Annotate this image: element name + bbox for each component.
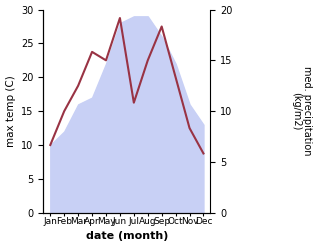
Y-axis label: max temp (C): max temp (C) bbox=[5, 75, 16, 147]
Y-axis label: med. precipitation
(kg/m2): med. precipitation (kg/m2) bbox=[291, 66, 313, 156]
X-axis label: date (month): date (month) bbox=[86, 231, 168, 242]
